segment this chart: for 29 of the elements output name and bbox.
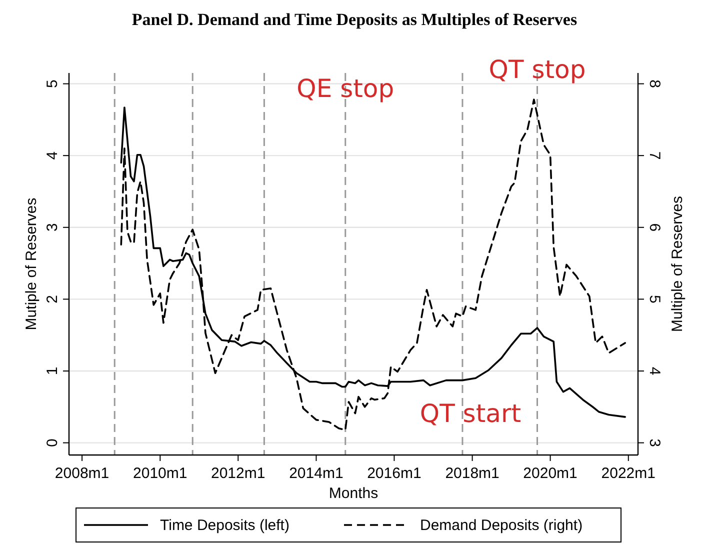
y-tick-label: 1 [44,366,61,376]
y2-tick-label: 3 [646,438,663,447]
y-tick-label: 3 [44,223,61,232]
x-tick-label: 2018m1 [445,465,500,482]
x-tick-label: 2020m1 [523,465,578,482]
y-tick-label: 5 [44,80,61,88]
y-tick-label: 4 [44,151,61,160]
ref-line-label: QE stop [296,74,394,103]
x-tick-label: 2008m1 [54,465,110,482]
y-tick-label: 0 [44,438,61,447]
x-tick-label: 2012m1 [211,465,266,482]
legend-label: Demand Deposits (right) [420,517,583,534]
x-tick-label: 2010m1 [133,465,188,482]
chart-title: Panel D. Demand and Time Deposits as Multiples of Reserves [132,10,578,29]
x-axis-title: Months [328,485,378,502]
y2-tick-label: 4 [646,366,663,376]
y2-tick-label: 8 [646,80,663,88]
x-tick-label: 2022m1 [601,465,656,482]
y2-tick-label: 5 [646,295,663,304]
y-axis-title: Mutiple of Reserves [23,198,40,330]
x-tick-label: 2016m1 [367,465,422,482]
x-tick-label: 2014m1 [289,465,344,482]
y2-axis-title: Multiple of Reserves [669,196,686,332]
y2-tick-label: 7 [646,151,663,160]
y2-tick-label: 6 [646,223,663,232]
ref-line-label: QT start [420,399,522,428]
legend-label: Time Deposits (left) [160,517,290,534]
ref-line-label: QT stop [488,55,586,84]
y-tick-label: 2 [44,295,61,304]
